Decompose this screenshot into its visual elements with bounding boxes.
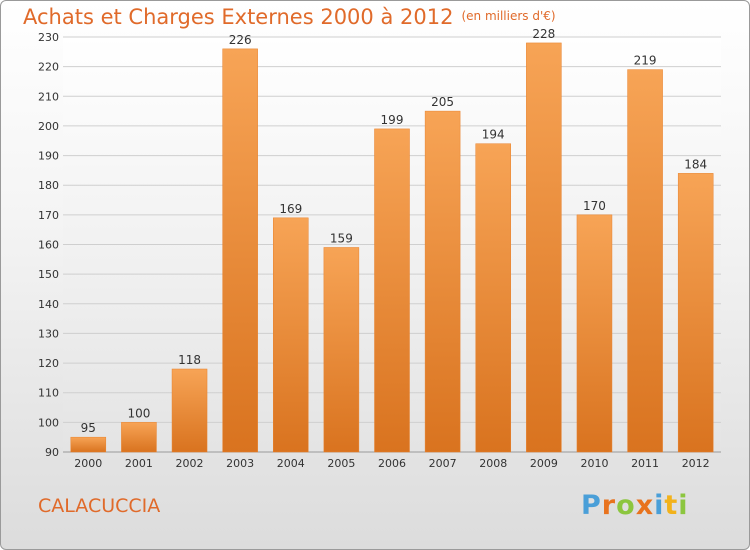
bar-2011 <box>627 69 663 453</box>
bar-2009 <box>526 42 562 453</box>
chart-unit: (en milliers d'€) <box>461 9 556 23</box>
data-label-2008: 194 <box>482 128 505 142</box>
y-tick-label: 220 <box>38 61 59 74</box>
bar-2006 <box>374 128 410 453</box>
bar-2000 <box>70 436 107 453</box>
y-tick-label: 130 <box>38 327 59 340</box>
x-tick-label: 2008 <box>479 457 507 470</box>
x-tick-label: 2005 <box>327 457 355 470</box>
bars <box>70 42 714 453</box>
y-tick-label: 100 <box>38 416 59 429</box>
data-label-2002: 118 <box>178 353 201 367</box>
bar-2012 <box>677 173 714 453</box>
x-tick-label: 2004 <box>277 457 305 470</box>
data-label-2011: 219 <box>634 54 657 68</box>
logo-letter: r <box>601 490 617 521</box>
data-label-2003: 226 <box>229 33 252 47</box>
y-tick-label: 90 <box>45 446 59 459</box>
bar-2010 <box>576 214 613 453</box>
bar-2003 <box>222 48 258 453</box>
logo-letter: t <box>664 490 679 521</box>
x-tick-label: 2010 <box>580 457 608 470</box>
data-labels: 95 100 118 226 169 159 199 205 194 228 170 219 184 <box>81 27 707 435</box>
x-tick-label: 2000 <box>74 457 102 470</box>
x-tick-label: 2002 <box>176 457 204 470</box>
chart-title: Achats et Charges Externes 2000 à 2012 (e… <box>23 5 556 29</box>
x-axis-ticks: 2000 2001 2002 2003 2004 2005 2006 2007 2008 2009… <box>74 457 709 470</box>
data-label-2009: 228 <box>532 27 555 41</box>
logo-letter: i <box>678 490 689 521</box>
y-tick-label: 140 <box>38 298 59 311</box>
x-tick-label: 2009 <box>530 457 558 470</box>
x-tick-label: 2012 <box>682 457 710 470</box>
data-label-2007: 205 <box>431 95 454 109</box>
y-tick-label: 110 <box>38 387 59 400</box>
y-tick-label: 210 <box>38 90 59 103</box>
data-label-2005: 159 <box>330 231 353 245</box>
y-tick-label: 170 <box>38 209 59 222</box>
y-tick-label: 150 <box>38 268 59 281</box>
y-tick-label: 120 <box>38 357 59 370</box>
logo-letter: P <box>581 490 602 521</box>
data-label-2006: 199 <box>381 113 404 127</box>
y-tick-label: 230 <box>38 31 59 44</box>
y-tick-label: 190 <box>38 150 59 163</box>
bar-2002 <box>171 368 208 453</box>
data-label-2010: 170 <box>583 199 606 213</box>
logo-letter: x <box>635 490 655 521</box>
chart-title-text: Achats et Charges Externes 2000 à 2012 <box>23 5 454 29</box>
data-label-2004: 169 <box>279 202 302 216</box>
x-tick-label: 2001 <box>125 457 153 470</box>
bar-2008 <box>475 143 511 453</box>
y-axis-ticks: 90 100 110 120 130 140 150 160 170 180 190 200 210 22… <box>38 31 59 459</box>
y-tick-label: 200 <box>38 120 59 133</box>
data-label-2012: 184 <box>684 157 707 171</box>
x-tick-label: 2006 <box>378 457 406 470</box>
x-tick-label: 2003 <box>226 457 254 470</box>
data-label-2000: 95 <box>81 421 96 435</box>
bar-2005 <box>323 247 360 453</box>
bar-2001 <box>121 422 157 453</box>
bar-2007 <box>424 110 461 453</box>
logo-letter: o <box>616 490 636 521</box>
proxiti-logo: Proxiti <box>581 490 689 521</box>
bar-2004 <box>273 217 309 453</box>
y-tick-label: 180 <box>38 179 59 192</box>
place-name: CALACUCCIA <box>38 495 161 517</box>
data-label-2001: 100 <box>127 406 150 420</box>
x-tick-label: 2011 <box>631 457 659 470</box>
y-tick-label: 160 <box>38 239 59 252</box>
logo-letter: i <box>654 490 665 521</box>
x-tick-label: 2007 <box>429 457 457 470</box>
